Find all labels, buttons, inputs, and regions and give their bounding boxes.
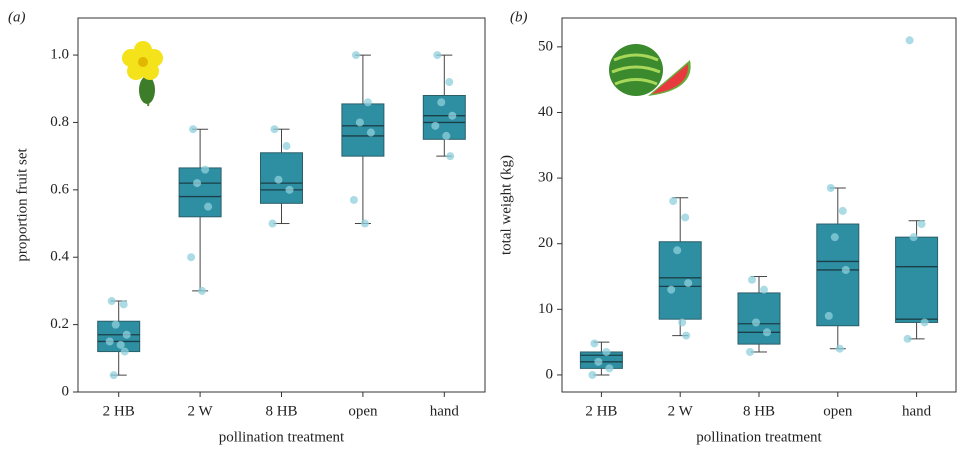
data-point bbox=[108, 297, 116, 305]
y-tick-label: 0 bbox=[546, 366, 554, 382]
data-point bbox=[673, 246, 681, 254]
data-point bbox=[286, 186, 294, 194]
data-point bbox=[271, 125, 279, 133]
data-point bbox=[193, 179, 201, 187]
y-tick-label: 0.8 bbox=[50, 114, 69, 130]
data-point bbox=[748, 276, 756, 284]
data-point bbox=[112, 321, 120, 329]
data-point bbox=[827, 184, 835, 192]
data-point bbox=[910, 233, 918, 241]
data-point bbox=[110, 371, 118, 379]
data-point bbox=[361, 220, 369, 228]
y-tick-label: 50 bbox=[538, 38, 553, 54]
data-point bbox=[842, 266, 850, 274]
y-axis-title: proportion fruit set bbox=[14, 148, 30, 262]
y-tick-label: 40 bbox=[538, 104, 553, 120]
x-tick-label: open bbox=[823, 403, 853, 419]
box bbox=[342, 104, 384, 156]
data-point bbox=[437, 98, 445, 106]
data-point bbox=[201, 166, 209, 174]
data-point bbox=[588, 371, 596, 379]
data-point bbox=[187, 253, 195, 261]
data-point bbox=[106, 337, 114, 345]
data-point bbox=[836, 345, 844, 353]
data-point bbox=[431, 122, 439, 130]
data-point bbox=[921, 318, 929, 326]
box bbox=[659, 242, 701, 319]
data-point bbox=[448, 112, 456, 120]
data-point bbox=[594, 358, 602, 366]
data-point bbox=[364, 98, 372, 106]
box bbox=[738, 293, 780, 344]
data-point bbox=[189, 125, 197, 133]
data-point bbox=[682, 332, 690, 340]
data-point bbox=[831, 233, 839, 241]
data-point bbox=[906, 36, 914, 44]
y-tick-label: 0 bbox=[62, 383, 70, 399]
y-tick-label: 10 bbox=[538, 301, 553, 317]
box bbox=[179, 168, 221, 217]
data-point bbox=[204, 203, 212, 211]
data-point bbox=[117, 341, 125, 349]
data-point bbox=[120, 300, 128, 308]
data-point bbox=[667, 286, 675, 294]
x-axis-title: pollination treatment bbox=[696, 429, 822, 445]
panel-label: (a) bbox=[8, 9, 26, 25]
panel-label: (b) bbox=[510, 9, 528, 25]
data-point bbox=[669, 197, 677, 205]
data-point bbox=[198, 287, 206, 295]
data-point bbox=[602, 348, 610, 356]
data-point bbox=[352, 51, 360, 59]
y-tick-label: 0.6 bbox=[50, 181, 69, 197]
y-tick-label: 1.0 bbox=[50, 47, 69, 63]
data-point bbox=[269, 220, 277, 228]
x-tick-label: 8 HB bbox=[743, 403, 775, 419]
data-point bbox=[904, 335, 912, 343]
data-point bbox=[760, 286, 768, 294]
data-point bbox=[605, 364, 613, 372]
y-tick-label: 30 bbox=[538, 170, 553, 186]
box bbox=[896, 237, 938, 322]
data-point bbox=[350, 196, 358, 204]
data-point bbox=[918, 220, 926, 228]
watermelon-icon bbox=[609, 44, 691, 96]
x-axis-title: pollination treatment bbox=[219, 429, 345, 445]
figure: (a) pollination treatment proportion fruit… bbox=[0, 0, 966, 450]
x-tick-label: hand bbox=[430, 403, 460, 419]
flower-icon bbox=[122, 41, 163, 106]
data-point bbox=[445, 78, 453, 86]
x-tick-label: 2 HB bbox=[103, 403, 135, 419]
data-point bbox=[433, 51, 441, 59]
data-point bbox=[356, 118, 364, 126]
data-point bbox=[446, 152, 454, 160]
y-axis-title: total weight (kg) bbox=[498, 155, 514, 255]
data-point bbox=[681, 213, 689, 221]
data-point bbox=[825, 312, 833, 320]
x-tick-label: 8 HB bbox=[265, 403, 297, 419]
data-point bbox=[684, 279, 692, 287]
x-tick-label: 2 W bbox=[668, 403, 694, 419]
data-point bbox=[121, 348, 129, 356]
x-tick-label: 2 HB bbox=[585, 403, 617, 419]
y-tick-label: 20 bbox=[538, 235, 553, 251]
data-point bbox=[442, 132, 450, 140]
data-point bbox=[752, 318, 760, 326]
x-tick-label: 2 W bbox=[188, 403, 214, 419]
data-point bbox=[678, 318, 686, 326]
x-tick-label: hand bbox=[902, 403, 932, 419]
x-tick-label: open bbox=[348, 403, 378, 419]
data-point bbox=[123, 331, 131, 339]
data-point bbox=[763, 328, 771, 336]
data-point bbox=[839, 207, 847, 215]
data-point bbox=[283, 142, 291, 150]
data-point bbox=[367, 129, 375, 137]
y-tick-label: 0.4 bbox=[50, 249, 69, 265]
data-point bbox=[275, 176, 283, 184]
data-point bbox=[746, 348, 754, 356]
data-point bbox=[590, 339, 598, 347]
y-tick-label: 0.2 bbox=[50, 316, 69, 332]
